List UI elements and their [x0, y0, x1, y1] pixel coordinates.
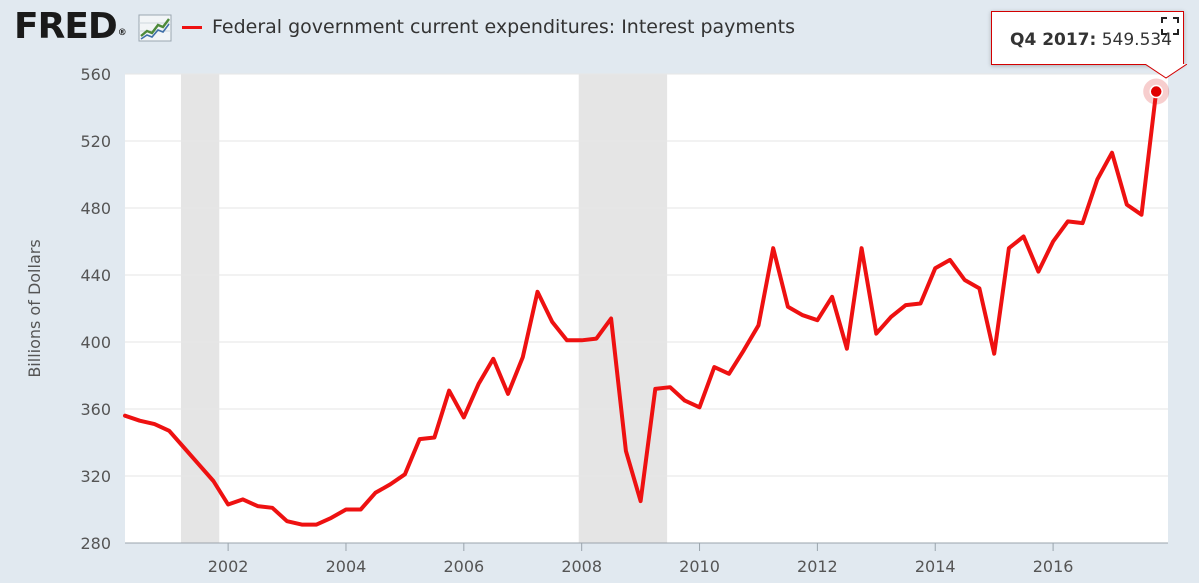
legend-label: Federal government current expenditures:…: [212, 16, 795, 38]
fred-logo[interactable]: FRED®: [14, 6, 127, 47]
hover-point: [1149, 84, 1163, 99]
line-graph-icon: [138, 14, 172, 42]
fred-logo-text: FRED: [14, 6, 118, 47]
tooltip-value: 549.534: [1101, 30, 1173, 50]
x-tick-label: 2002: [208, 557, 249, 576]
data-tooltip: Q4 2017: 549.534: [991, 11, 1184, 65]
x-tick-label: 2016: [1033, 557, 1074, 576]
y-tick-label: 360: [80, 400, 111, 419]
tooltip-text: Q4 2017: 549.534: [1010, 30, 1172, 50]
tooltip-period: Q4 2017:: [1010, 30, 1097, 50]
registered-mark: ®: [117, 28, 127, 38]
y-tick-label: 400: [80, 333, 111, 352]
recession-band: [578, 74, 668, 543]
fullscreen-icon[interactable]: [1160, 16, 1180, 36]
tooltip-pointer: [1145, 64, 1187, 79]
y-axis-label: Billions of Dollars: [25, 239, 44, 377]
x-tick-label: 2010: [679, 557, 720, 576]
legend-swatch: [182, 25, 202, 29]
x-tick-label: 2012: [797, 557, 838, 576]
series-line: [123, 89, 1159, 527]
y-tick-label: 440: [80, 266, 111, 285]
x-tick-label: 2006: [443, 557, 484, 576]
y-tick-label: 280: [80, 534, 111, 553]
x-tick-label: 2004: [326, 557, 367, 576]
chart-legend: Federal government current expenditures:…: [182, 16, 795, 38]
y-tick-label: 320: [80, 467, 111, 486]
y-tick-label: 480: [80, 199, 111, 218]
recession-band: [180, 74, 220, 543]
x-tick-label: 2008: [561, 557, 602, 576]
y-tick-label: 520: [80, 132, 111, 151]
y-tick-label: 560: [80, 65, 111, 84]
x-tick-label: 2014: [915, 557, 956, 576]
